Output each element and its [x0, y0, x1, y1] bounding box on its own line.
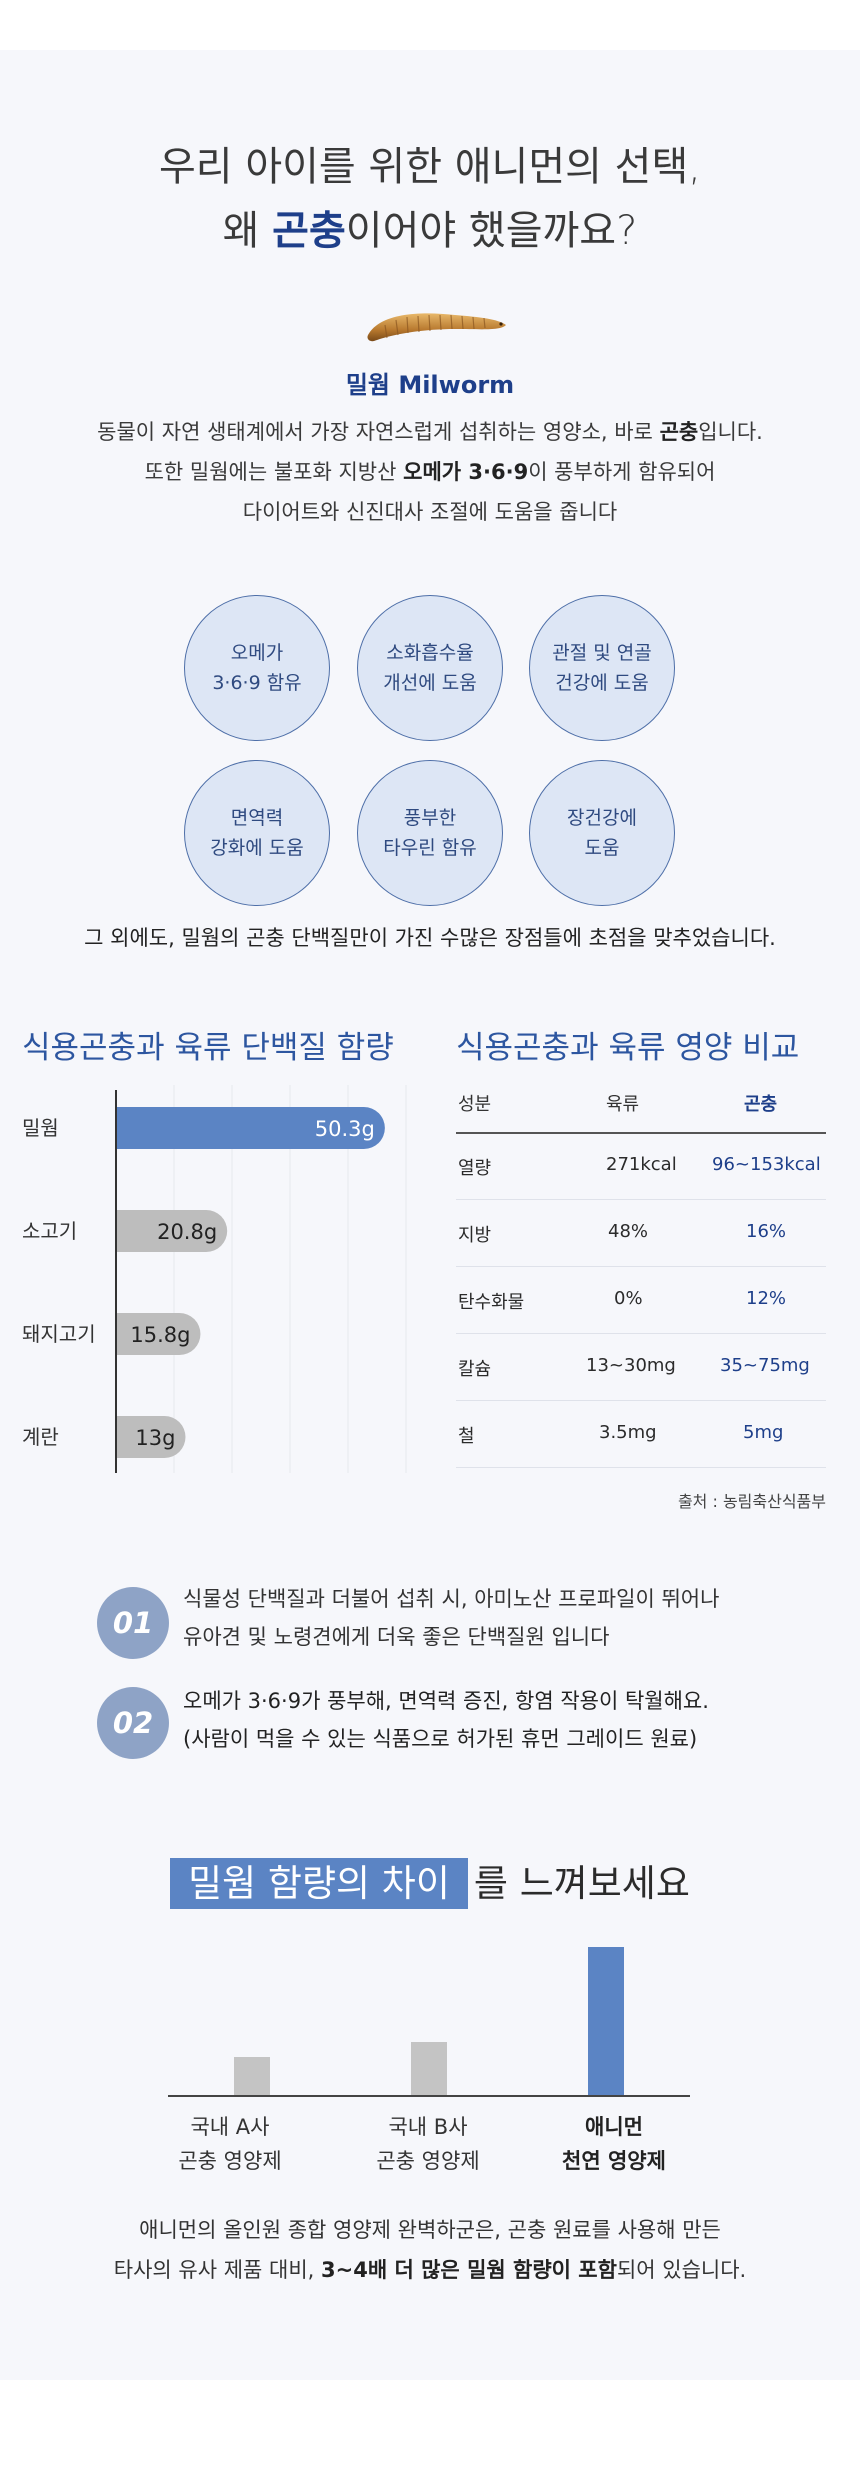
data-label: 13g — [135, 1426, 175, 1450]
desc-line-1: 동물이 자연 생태계에서 가장 자연스럽게 섭취하는 영양소, 바로 곤충입니다… — [0, 412, 860, 452]
comparison-bar-b — [411, 2041, 447, 2095]
point-text: 식물성 단백질과 더불어 섭취 시, 아미노산 프로파일이 뛰어나 유아견 및 … — [183, 1580, 719, 1656]
cell-component: 탄수화물 — [458, 1292, 525, 1313]
protein-bar-chart: 밀웜 50.3g 소고기 20.8g 돼지고기 15.8g 계란 13g — [22, 1085, 407, 1473]
nutrition-table-title: 식용곤충과 육류 영양 비교 — [456, 1030, 800, 1066]
ingredient-name: 밀웜 Milworm — [345, 371, 515, 399]
desc-line-2: 또한 밀웜에는 불포화 지방산 오메가 3·6·9이 풍부하게 함유되어 — [0, 452, 860, 492]
closing-emphasis: 3~4배 더 많은 밀웜 함량이 포함 — [321, 2258, 617, 2282]
cell-meat: 3.5mg — [599, 1422, 657, 1443]
desc-emphasis: 오메가 3·6·9 — [403, 460, 529, 484]
title-line-2: 왜 곤충이어야 했을까요? — [0, 199, 860, 263]
benefit-joint-circle: 관절 및 연골 건강에 도움 — [529, 595, 675, 741]
label-line: 곤충 영양제 — [178, 2149, 282, 2173]
cell-component: 철 — [458, 1426, 475, 1447]
data-label: 50.3g — [315, 1117, 375, 1141]
bar — [117, 1313, 201, 1355]
category-label: 돼지고기 — [22, 1322, 96, 1346]
category-label: 소고기 — [22, 1219, 77, 1243]
desc-text: 또한 밀웜에는 불포화 지방산 — [144, 460, 404, 484]
benefit-gut-circle: 장건강에 도움 — [529, 760, 675, 906]
ingredient-description: 동물이 자연 생태계에서 가장 자연스럽게 섭취하는 영양소, 바로 곤충입니다… — [0, 412, 860, 532]
point-number-badge: 01 — [97, 1587, 169, 1659]
page-title: 우리 아이를 위한 애니먼의 선택, 왜 곤충이어야 했을까요? — [0, 135, 860, 263]
cell-insect: 96~153kcal — [712, 1154, 821, 1175]
desc-text: 입니다. — [698, 420, 763, 444]
comparison-label-b: 국내 B사 곤충 영양제 — [368, 2110, 488, 2178]
title-suffix: 이어야 했을까요? — [345, 208, 638, 254]
mealworm-image — [367, 313, 506, 342]
table-header-row: 성분 육류 곤충 — [456, 1078, 826, 1134]
desc-line-3: 다이어트와 신진대사 조절에 도움을 줍니다 — [242, 500, 618, 524]
benefit-omega-circle: 오메가 3·6·9 함유 — [184, 595, 330, 741]
desc-text: 이 풍부하게 함유되어 — [528, 460, 716, 484]
comparison-baseline — [168, 2095, 690, 2097]
comparison-title-highlight: 밀웜 함량의 차이 — [170, 1858, 468, 1909]
benefit-taurine-circle: 풍부한 타우린 함유 — [357, 760, 503, 906]
closing-text-part: 타사의 유사 제품 대비, — [113, 2258, 322, 2282]
label-line: 국내 B사 — [388, 2115, 468, 2139]
table-row: 칼슘 13~30mg 35~75mg — [456, 1333, 826, 1401]
data-label: 20.8g — [157, 1220, 217, 1244]
cell-component: 지방 — [458, 1225, 492, 1246]
title-prefix: 왜 — [222, 208, 273, 254]
cell-component: 칼슘 — [458, 1359, 492, 1380]
label-line: 국내 A사 — [190, 2115, 270, 2139]
table-row: 지방 48% 16% — [456, 1199, 826, 1267]
point-number-badge: 02 — [97, 1687, 169, 1759]
closing-text: 애니먼의 올인원 종합 영양제 완벽하군은, 곤충 원료를 사용해 만든 타사의… — [0, 2210, 860, 2290]
cell-insect: 35~75mg — [720, 1355, 810, 1376]
comparison-bar-a — [234, 2056, 270, 2095]
point-text: 오메가 3·6·9가 풍부해, 면역력 증진, 항염 작용이 탁월해요. (사람… — [183, 1682, 709, 1758]
closing-line: 타사의 유사 제품 대비, 3~4배 더 많은 밀웜 함량이 포함되어 있습니다… — [0, 2250, 860, 2290]
closing-text-part: 되어 있습니다. — [616, 2258, 747, 2282]
category-label: 계란 — [22, 1425, 59, 1449]
table-source: 출처 : 농림축산식품부 — [677, 1492, 826, 1511]
cell-meat: 0% — [614, 1288, 643, 1309]
category-label: 밀웜 — [22, 1116, 59, 1140]
title-line-1: 우리 아이를 위한 애니먼의 선택, — [159, 144, 701, 190]
label-line: 애니먼 — [585, 2115, 643, 2139]
header-meat: 육류 — [606, 1094, 640, 1115]
data-label: 15.8g — [130, 1323, 190, 1347]
point-line: 식물성 단백질과 더불어 섭취 시, 아미노산 프로파일이 뛰어나 — [183, 1587, 720, 1611]
desc-emphasis: 곤충 — [659, 420, 699, 444]
cell-component: 열량 — [458, 1158, 492, 1179]
cell-meat: 48% — [608, 1221, 649, 1242]
benefit-immunity-circle: 면역력 강화에 도움 — [184, 760, 330, 906]
point-line: (사람이 먹을 수 있는 식품으로 허가된 휴먼 그레이드 원료) — [183, 1727, 698, 1751]
comparison-chart — [168, 1945, 690, 2097]
table-row: 철 3.5mg 5mg — [456, 1400, 826, 1468]
header-component: 성분 — [458, 1094, 492, 1115]
point-line: 오메가 3·6·9가 풍부해, 면역력 증진, 항염 작용이 탁월해요. — [183, 1689, 709, 1713]
title-highlight: 곤충 — [272, 208, 346, 254]
comparison-label-a: 국내 A사 곤충 영양제 — [170, 2110, 290, 2178]
cell-insect: 16% — [746, 1221, 787, 1242]
comparison-title-rest: 를 느껴보세요 — [473, 1862, 690, 1905]
label-line: 곤충 영양제 — [376, 2149, 480, 2173]
cell-insect: 5mg — [743, 1422, 784, 1443]
comparison-label-animan: 애니먼 천연 영양제 — [554, 2110, 674, 2178]
point-line: 유아견 및 노령견에게 더욱 좋은 단백질원 입니다 — [183, 1625, 610, 1649]
nutrition-table: 성분 육류 곤충 열량 271kcal 96~153kcal 지방 48% 16… — [456, 1078, 826, 1478]
table-row: 탄수화물 0% 12% — [456, 1266, 826, 1334]
header-insect: 곤충 — [744, 1094, 778, 1115]
comparison-bar-animan — [588, 1947, 624, 2095]
table-row: 열량 271kcal 96~153kcal — [456, 1132, 826, 1200]
bar — [117, 1107, 385, 1149]
protein-chart-title: 식용곤충과 육류 단백질 함량 — [22, 1030, 394, 1066]
label-line: 천연 영양제 — [562, 2149, 666, 2173]
benefit-digestion-circle: 소화흡수율 개선에 도움 — [357, 595, 503, 741]
cell-meat: 271kcal — [606, 1154, 677, 1175]
bar — [117, 1416, 186, 1458]
comparison-title: 밀웜 함량의 차이 를 느껴보세요 — [0, 1853, 860, 1909]
bar — [117, 1210, 228, 1252]
benefits-footer: 그 외에도, 밀웜의 곤충 단백질만이 가진 수많은 장점들에 초점을 맞추었습… — [84, 926, 776, 950]
cell-insect: 12% — [746, 1288, 787, 1309]
closing-line: 애니먼의 올인원 종합 영양제 완벽하군은, 곤충 원료를 사용해 만든 — [139, 2218, 721, 2242]
cell-meat: 13~30mg — [586, 1355, 676, 1376]
desc-text: 동물이 자연 생태계에서 가장 자연스럽게 섭취하는 영양소, 바로 — [97, 420, 660, 444]
